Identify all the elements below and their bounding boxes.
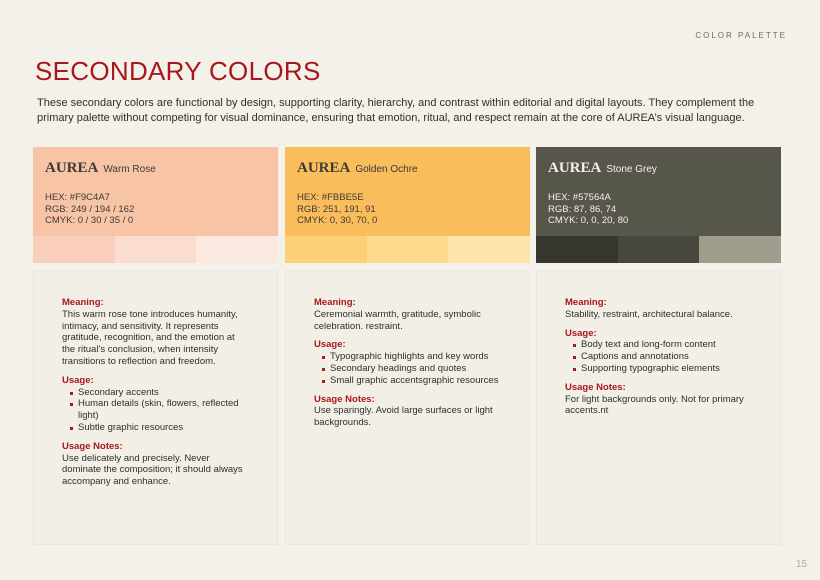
color-column: AUREA Golden Ochre HEX: #FBBE5E RGB: 251,… <box>285 147 531 545</box>
section-label: COLOR PALETTE <box>695 31 787 40</box>
usage-item: Secondary accents <box>70 387 249 399</box>
usage-item: Captions and annotations <box>573 351 752 363</box>
tint-swatch <box>448 236 531 263</box>
tint-row <box>536 236 782 263</box>
color-swatch: AUREA Golden Ochre HEX: #FBBE5E RGB: 251,… <box>285 147 530 236</box>
cmyk-value: CMYK: 0 / 30 / 35 / 0 <box>45 215 134 226</box>
usage-list: Typographic highlights and key words Seco… <box>314 351 501 386</box>
cmyk-value: CMYK: 0, 0, 20, 80 <box>548 215 629 226</box>
color-name: Stone Grey <box>606 164 657 175</box>
color-swatch: AUREA Stone Grey HEX: #57564A RGB: 87, 86… <box>536 147 781 236</box>
usage-item: Subtle graphic resources <box>70 422 249 434</box>
meaning-label: Meaning: <box>565 297 607 308</box>
page-title: SECONDARY COLORS <box>35 56 321 86</box>
usage-item: Typographic highlights and key words <box>322 351 501 363</box>
meaning-label: Meaning: <box>62 297 104 308</box>
cmyk-value: CMYK: 0, 30, 70, 0 <box>297 215 378 226</box>
usage-list: Body text and long-form content Captions … <box>565 339 752 374</box>
meaning-text: Stability, restraint, architectural bala… <box>565 308 733 320</box>
hex-value: HEX: #57564A <box>548 192 611 203</box>
tint-swatch <box>33 236 115 263</box>
color-column: AUREA Stone Grey HEX: #57564A RGB: 87, 86… <box>536 147 782 545</box>
meaning-text: Ceremonial warmth, gratitude, symbolic c… <box>314 308 481 332</box>
notes-text: Use delicately and precisely. Never domi… <box>62 452 243 488</box>
info-card: Meaning: This warm rose tone introduces h… <box>33 270 278 545</box>
notes-label: Usage Notes: <box>314 393 375 405</box>
tint-swatch <box>366 236 449 263</box>
usage-list: Secondary accents Human details (skin, fl… <box>62 387 249 434</box>
usage-item: Supporting typographic elements <box>573 363 752 375</box>
usage-item: Small graphic accentsgraphic resources <box>322 375 501 387</box>
tint-row <box>285 236 531 263</box>
rgb-value: RGB: 251, 191, 91 <box>297 203 376 215</box>
page-number: 15 <box>795 559 807 570</box>
tint-swatch <box>114 236 197 263</box>
usage-item: Secondary headings and quotes <box>322 363 501 375</box>
tint-row <box>33 236 279 263</box>
info-card: Meaning: Stability, restraint, architectu… <box>536 270 781 545</box>
usage-item: Body text and long-form content <box>573 339 752 351</box>
brand-name: AUREA <box>45 160 99 176</box>
brand-name: AUREA <box>548 160 602 176</box>
color-name: Warm Rose <box>103 164 156 175</box>
intro-paragraph: These secondary colors are functional by… <box>37 97 755 124</box>
hex-value: HEX: #FBBE5E <box>297 192 364 203</box>
notes-label: Usage Notes: <box>565 381 626 393</box>
color-name: Golden Ochre <box>355 164 418 175</box>
hex-value: HEX: #F9C4A7 <box>45 192 110 203</box>
meaning-label: Meaning: <box>314 297 356 308</box>
notes-text: Use sparingly. Avoid large surfaces or l… <box>314 405 493 429</box>
tint-swatch <box>285 236 367 263</box>
notes-label: Usage Notes: <box>62 440 123 452</box>
color-column: AUREA Warm Rose HEX: #F9C4A7 RGB: 249 / 1… <box>33 147 279 545</box>
tint-swatch <box>536 236 618 263</box>
rgb-value: RGB: 87, 86, 74 <box>548 203 617 215</box>
rgb-value: RGB: 249 / 194 / 162 <box>45 203 135 215</box>
usage-item: Human details (skin, flowers, reflected … <box>70 398 249 422</box>
brand-name: AUREA <box>297 160 351 176</box>
usage-label: Usage: <box>62 374 94 386</box>
tint-swatch <box>196 236 279 263</box>
tint-swatch <box>699 236 782 263</box>
tint-swatch <box>617 236 700 263</box>
color-swatch: AUREA Warm Rose HEX: #F9C4A7 RGB: 249 / 1… <box>33 147 278 236</box>
usage-label: Usage: <box>314 339 346 351</box>
meaning-text: This warm rose tone introduces humanity,… <box>62 308 238 367</box>
notes-text: For light backgrounds only. Not for prim… <box>565 393 744 417</box>
info-card: Meaning: Ceremonial warmth, gratitude, sy… <box>285 270 530 545</box>
usage-label: Usage: <box>565 327 597 339</box>
